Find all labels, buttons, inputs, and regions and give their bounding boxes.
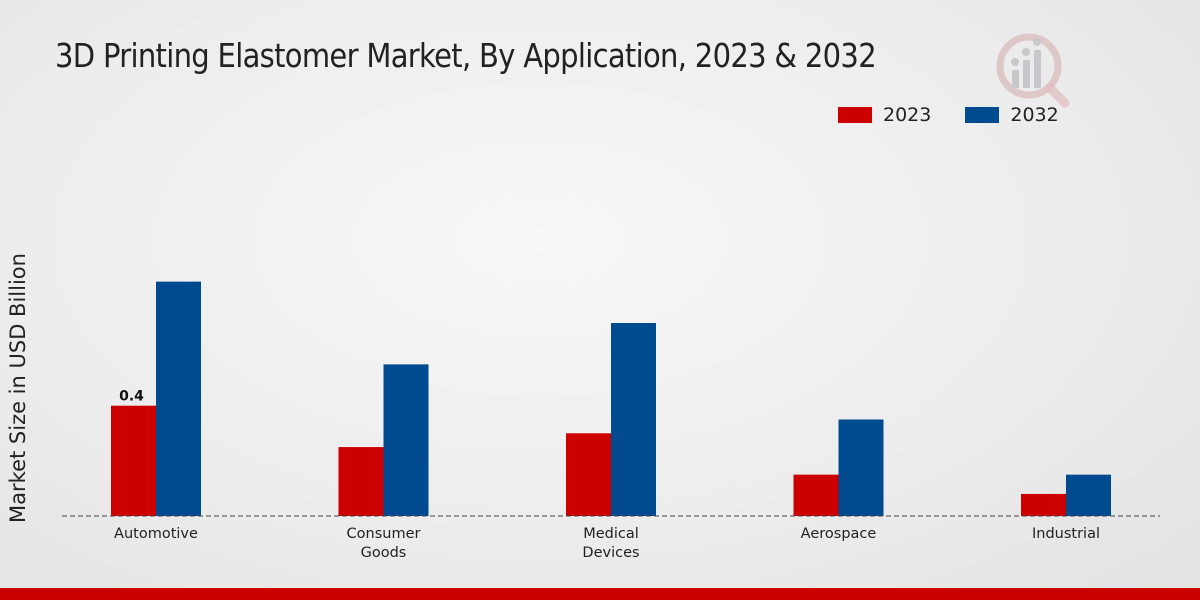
bar-2023-4 <box>1021 493 1066 516</box>
bar-2032-3 <box>838 419 884 516</box>
bar-2032-1 <box>383 364 429 516</box>
legend-label-2032: 2032 <box>1010 104 1059 126</box>
brand-logo-icon <box>996 33 1070 108</box>
bar-2032-4 <box>1066 474 1111 516</box>
bar-2023-1 <box>338 447 384 516</box>
bottom-accent-bar <box>0 588 1200 600</box>
x-tick-label-4: Industrial <box>1032 526 1100 542</box>
x-tick-label-0: Automotive <box>114 526 198 542</box>
legend-item-2023: 2023 <box>838 104 931 126</box>
legend-swatch-2032 <box>965 107 1000 123</box>
x-tick-label-2: Medical Devices <box>582 526 639 561</box>
data-label-0: 0.4 <box>119 389 144 405</box>
bar-2032-0 <box>156 281 201 516</box>
bar-2023-0 <box>111 405 156 516</box>
bar-2023-2 <box>566 433 611 516</box>
legend-item-2032: 2032 <box>965 104 1059 126</box>
bar-2032-2 <box>611 323 656 516</box>
legend-swatch-2023 <box>838 107 872 123</box>
x-tick-label-1: Consumer Goods <box>347 526 421 561</box>
x-tick-label-3: Aerospace <box>801 526 877 542</box>
legend: 2023 2032 <box>838 104 1093 126</box>
bar-2023-3 <box>793 474 839 516</box>
chart-title: 3D Printing Elastomer Market, By Applica… <box>55 36 877 75</box>
legend-label-2023: 2023 <box>883 104 932 126</box>
